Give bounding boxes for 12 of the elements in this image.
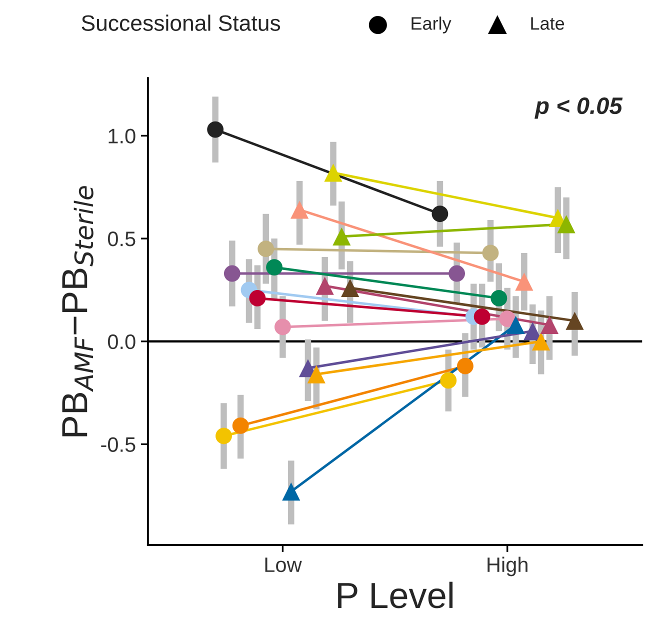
legend-title: Successional Status <box>82 14 280 31</box>
y-tick-label: 0.0 <box>108 334 136 350</box>
text: Early <box>412 16 452 34</box>
x-tick-label: High <box>488 556 528 576</box>
x-tick-label: Low <box>265 558 302 572</box>
y-axis-title: PB$_{AMF}$−PB$_{Sterile}$ <box>62 186 94 436</box>
text: Late <box>531 17 564 30</box>
y-tick-label: -0.5 <box>101 437 136 452</box>
y-tick-label: 0.5 <box>108 232 136 246</box>
annotation: p < 0.05 <box>534 97 623 119</box>
y-tick-label: 1.0 <box>108 128 136 144</box>
x-axis-title: P Level <box>338 582 453 608</box>
